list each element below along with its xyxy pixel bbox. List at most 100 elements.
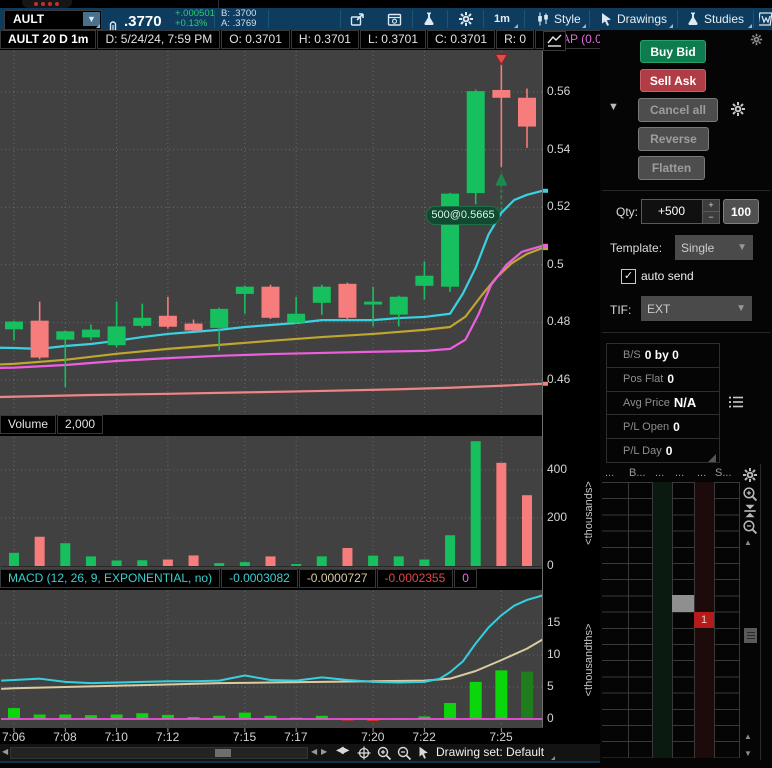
price-change: +.000501 +0.13% bbox=[175, 8, 215, 29]
chart-open: O: 0.3701 bbox=[221, 30, 290, 49]
macd-axis-unit: <thousandths> bbox=[583, 623, 595, 697]
calendar-clock-icon[interactable] bbox=[387, 12, 403, 27]
buy-bid-button[interactable]: Buy Bid bbox=[640, 40, 706, 63]
scroll-up-arrow[interactable]: ▲ bbox=[744, 732, 752, 741]
bid-ask: B: .3700 A: .3769 bbox=[221, 8, 257, 29]
grid-line bbox=[652, 482, 653, 758]
scroll-left-arrow[interactable]: ◀ bbox=[311, 747, 318, 756]
drawings-menu[interactable]: Drawings bbox=[617, 12, 668, 26]
macd-zero-value: 0 bbox=[454, 569, 477, 588]
ladder-zoom-out-icon[interactable] bbox=[742, 519, 758, 535]
summary-row: P/L Open 0 bbox=[607, 415, 719, 440]
scroll-down-arrow[interactable]: ▼ bbox=[744, 749, 752, 758]
scroll-up-icon[interactable]: ▲ bbox=[744, 538, 752, 547]
scrollbar-handle[interactable] bbox=[215, 749, 231, 757]
divider bbox=[753, 10, 754, 28]
last-price: .3770 bbox=[124, 13, 162, 30]
quantity-input[interactable]: +500 + − bbox=[641, 199, 720, 224]
chart-canvas[interactable] bbox=[0, 0, 600, 768]
volume-axis-label: 0 bbox=[547, 558, 554, 572]
pointer-icon bbox=[602, 13, 611, 26]
divider bbox=[524, 10, 525, 28]
grid-line bbox=[672, 482, 673, 758]
crosshair-icon[interactable] bbox=[357, 746, 371, 760]
center-view-icon[interactable] bbox=[742, 503, 758, 519]
divider bbox=[340, 10, 341, 28]
chart-range: R: 0 bbox=[496, 30, 535, 49]
pattern-icon[interactable] bbox=[759, 12, 772, 26]
panel-gear-icon[interactable] bbox=[750, 33, 763, 46]
sell-ask-button[interactable]: Sell Ask bbox=[640, 69, 706, 92]
style-menu[interactable]: Style bbox=[554, 12, 581, 26]
drawing-set-selector[interactable]: Drawing set: Default bbox=[436, 745, 545, 759]
volume-label[interactable]: Volume bbox=[0, 415, 57, 434]
qty-increment-button[interactable]: + bbox=[702, 200, 719, 212]
macd-axis-label: 10 bbox=[547, 647, 561, 661]
position-summary-table: B/S 0 by 0 Pos Flat 0 Avg Price N/A P/L Ope… bbox=[606, 343, 720, 463]
symbol-input[interactable]: AULT ▼ bbox=[4, 10, 102, 30]
handle-rib bbox=[746, 632, 755, 633]
horizontal-scrollbar[interactable] bbox=[10, 747, 308, 759]
handle-rib bbox=[746, 635, 755, 636]
order-settings-gear-icon[interactable] bbox=[730, 101, 746, 117]
zoom-out-icon[interactable] bbox=[397, 746, 412, 761]
time-axis-label: 7:12 bbox=[155, 730, 180, 744]
price-axis-label: 0.46 bbox=[547, 372, 571, 386]
summary-row: B/S 0 by 0 bbox=[607, 344, 719, 368]
template-select[interactable]: Single ▼ bbox=[675, 235, 753, 260]
resize-corner bbox=[96, 24, 100, 28]
tif-value: EXT bbox=[647, 301, 671, 316]
tif-select[interactable]: EXT ▼ bbox=[641, 296, 752, 321]
macd-axis-label: 5 bbox=[547, 679, 554, 693]
scroll-left-arrow[interactable]: ◀ bbox=[2, 747, 9, 756]
list-menu-icon[interactable] bbox=[728, 395, 745, 409]
resize-grip[interactable] bbox=[708, 454, 716, 462]
red-dot bbox=[41, 2, 45, 6]
select-arrow-icon: ▼ bbox=[736, 303, 746, 314]
ladder-column-header[interactable]: ... bbox=[655, 467, 665, 479]
auto-send-checkbox[interactable]: ✓ bbox=[621, 269, 636, 284]
ladder-column-header[interactable]: S... bbox=[715, 467, 732, 479]
gear-icon[interactable] bbox=[458, 11, 474, 27]
working-order-cell[interactable]: 1 bbox=[694, 611, 714, 628]
grid-line bbox=[714, 482, 715, 758]
trend-tool-icon[interactable] bbox=[543, 31, 566, 51]
summary-row: Avg Price N/A bbox=[607, 392, 719, 416]
chart-bottom-toolbar: ◀ ◀ ▶ ◀▶ Drawing set: Default bbox=[0, 744, 600, 761]
macd-axis-label: 15 bbox=[547, 615, 561, 629]
ladder-column-header[interactable]: ... bbox=[697, 467, 707, 479]
time-axis-label: 7:08 bbox=[53, 730, 77, 744]
flask-icon[interactable] bbox=[422, 11, 436, 27]
cursor-icon[interactable] bbox=[417, 746, 430, 760]
ladder-zoom-in-icon[interactable] bbox=[742, 486, 758, 502]
symbol-dropdown-button[interactable]: ▼ bbox=[83, 12, 100, 26]
macd-study-label[interactable]: MACD (12, 26, 9, EXPONENTIAL, no) bbox=[0, 569, 221, 588]
qty-preset-100-button[interactable]: 100 bbox=[723, 199, 759, 224]
ladder-column-header[interactable]: ... bbox=[675, 467, 685, 479]
ladder-column-header[interactable]: B... bbox=[629, 467, 646, 479]
time-axis-label: 7:10 bbox=[104, 730, 128, 744]
chevron-down-icon[interactable]: ▼ bbox=[608, 101, 619, 113]
cancel-all-button[interactable]: Cancel all bbox=[638, 98, 718, 122]
ladder-gear-icon[interactable] bbox=[742, 467, 758, 483]
candles-style-icon bbox=[538, 12, 548, 26]
flatten-button[interactable]: Flatten bbox=[638, 156, 705, 180]
ladder-scrollbar-handle[interactable] bbox=[744, 628, 757, 643]
zoom-in-icon[interactable] bbox=[377, 746, 392, 761]
timeframe-button[interactable]: 1m bbox=[494, 13, 510, 25]
share-icon[interactable] bbox=[350, 12, 366, 27]
ladder-column-header[interactable]: ... bbox=[605, 467, 615, 479]
price-axis-label: 0.48 bbox=[547, 314, 571, 329]
last-trade-cell[interactable] bbox=[672, 595, 694, 612]
qty-decrement-button[interactable]: − bbox=[702, 212, 719, 223]
pan-arrows-icon[interactable]: ◀▶ bbox=[336, 745, 349, 756]
red-dot bbox=[48, 2, 52, 6]
studies-menu[interactable]: Studies bbox=[704, 12, 745, 26]
scroll-right-arrow[interactable]: ▶ bbox=[321, 747, 328, 756]
volume-axis-label: 400 bbox=[547, 462, 568, 476]
reverse-button[interactable]: Reverse bbox=[638, 127, 709, 151]
chart-datetime: D: 5/24/24, 7:59 PM bbox=[97, 30, 221, 49]
price-ladder[interactable]: 1 bbox=[602, 482, 740, 758]
handle-rib bbox=[746, 638, 755, 639]
